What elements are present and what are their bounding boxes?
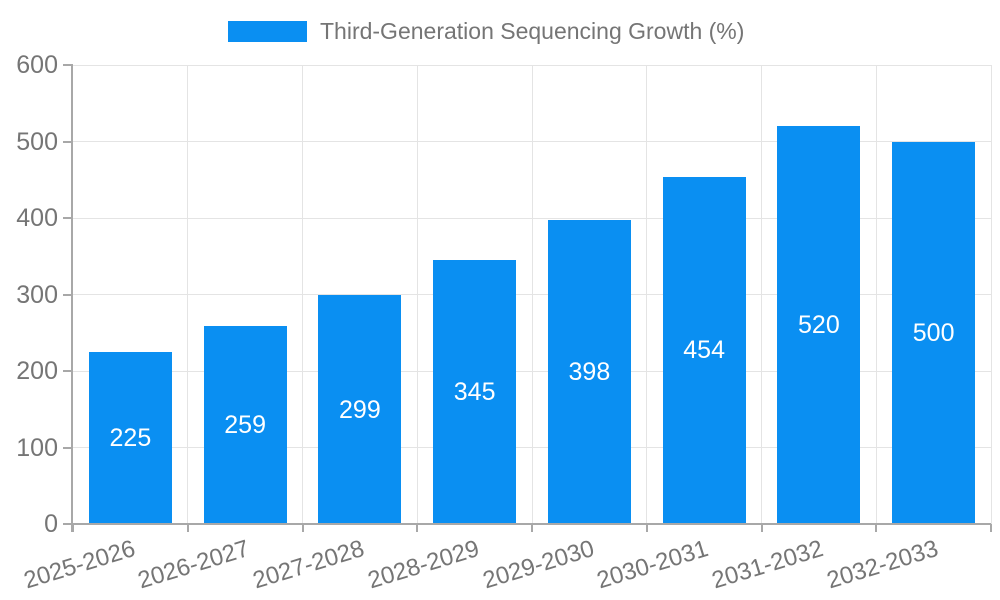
x-axis-label: 2032-2033 (823, 535, 942, 595)
y-axis-label: 400 (16, 204, 58, 232)
legend-label: Third-Generation Sequencing Growth (%) (320, 18, 745, 44)
legend-swatch-icon (228, 21, 307, 42)
x-axis-label: 2031-2032 (708, 535, 827, 595)
gridline-vertical (302, 65, 303, 524)
gridline-vertical (531, 65, 533, 524)
bar-value-label: 345 (453, 378, 496, 407)
bar[interactable] (318, 295, 402, 524)
bar[interactable] (547, 219, 631, 524)
x-axis-tick (875, 524, 878, 532)
x-axis-line (71, 523, 991, 525)
bar[interactable] (777, 126, 861, 524)
x-axis-tick (301, 524, 304, 532)
y-axis-tick (63, 523, 73, 525)
x-axis-tick (186, 524, 189, 532)
x-axis-tick (531, 524, 533, 532)
y-axis-tick (63, 370, 73, 372)
gridline-vertical (187, 65, 189, 524)
x-axis-label: 2026-2027 (135, 535, 253, 595)
y-axis-tick (63, 140, 73, 143)
y-axis-tick (63, 446, 73, 449)
bar-value-label: 398 (568, 357, 611, 386)
y-axis-label: 500 (16, 127, 58, 156)
y-axis-label: 100 (16, 433, 58, 462)
gridline-vertical (761, 65, 762, 524)
bar-value-label: 500 (912, 318, 955, 347)
gridline-vertical (990, 65, 992, 524)
bar[interactable] (88, 351, 172, 524)
x-axis-label: 2025-2026 (20, 535, 138, 595)
y-axis-label: 0 (44, 510, 58, 538)
bar-value-label: 299 (339, 395, 381, 424)
x-axis-tick (645, 524, 648, 532)
bar-value-label: 225 (109, 423, 152, 452)
y-axis-label: 300 (16, 280, 58, 309)
gridline-vertical (875, 65, 877, 524)
bar-value-label: 259 (224, 410, 266, 439)
y-axis-label: 200 (16, 357, 58, 385)
y-axis-tick (63, 64, 73, 66)
bar[interactable] (203, 325, 287, 524)
bar[interactable] (433, 260, 517, 524)
y-axis-tick (63, 293, 73, 296)
bar-value-label: 454 (683, 336, 725, 365)
x-axis-label: 2028-2029 (364, 535, 483, 595)
x-axis-label: 2029-2030 (479, 535, 597, 595)
y-axis-line (71, 65, 73, 532)
y-axis-tick (63, 217, 73, 219)
bar[interactable] (892, 141, 976, 524)
gridline-vertical (646, 65, 648, 524)
x-axis-tick (760, 524, 763, 532)
x-axis-tick (416, 524, 419, 532)
x-axis-label: 2030-2031 (594, 535, 712, 595)
chart-legend[interactable]: Third-Generation Sequencing Growth (%) (228, 18, 744, 45)
x-axis-tick (72, 524, 74, 532)
x-axis-tick (990, 524, 992, 532)
gridline-vertical (416, 65, 418, 524)
x-axis-label: 2027-2028 (249, 535, 368, 595)
y-axis-label: 600 (16, 51, 58, 79)
bar-value-label: 520 (798, 311, 840, 340)
bar[interactable] (662, 176, 746, 524)
